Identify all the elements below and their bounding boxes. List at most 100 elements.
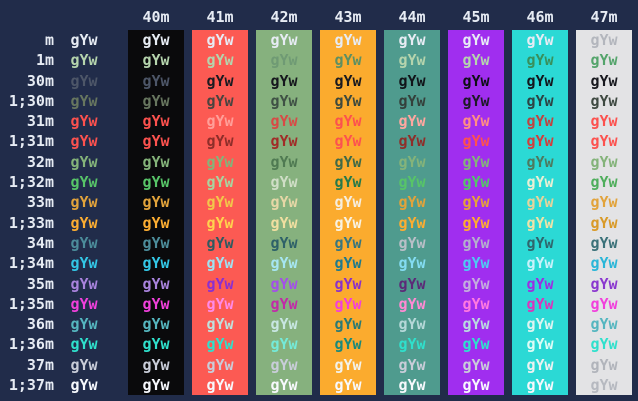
color-cell-1-32m-on-45m: gYw xyxy=(448,172,504,193)
color-cell-32m-on-40m: gYw xyxy=(128,151,184,173)
column-header-40m: 40m xyxy=(142,8,170,26)
color-cell-37m-on-43m: gYw xyxy=(320,354,376,376)
color-cell-1-33m-on-44m: gYw xyxy=(384,212,440,233)
color-cell-1-31m-on-45m: gYw xyxy=(448,131,504,152)
column-header-47m: 47m xyxy=(590,8,618,26)
color-cell-31m-on-47m: gYw xyxy=(576,111,632,132)
row-label-37m: 37m xyxy=(26,355,54,374)
color-cell-36m-on-44m: gYw xyxy=(384,314,440,335)
color-cell-1-31m-on-43m: gYw xyxy=(320,131,376,152)
color-cell-1m-on-40m: gYw xyxy=(128,50,184,71)
color-cell-1-37m-on-42m: gYw xyxy=(256,375,312,396)
color-cell-1-37m-on-default: gYw xyxy=(70,376,98,395)
column-header-41m: 41m xyxy=(206,8,234,26)
color-cell-35m-on-default: gYw xyxy=(70,274,98,293)
color-cell-m-on-42m: gYw xyxy=(256,30,312,51)
color-cell-1m-on-43m: gYw xyxy=(320,50,376,71)
color-cell-32m-on-46m: gYw xyxy=(512,151,568,173)
color-cell-1-30m-on-default: gYw xyxy=(70,91,98,110)
color-cell-35m-on-45m: gYw xyxy=(448,273,504,294)
column-header-46m: 46m xyxy=(526,8,554,26)
color-cell-34m-on-45m: gYw xyxy=(448,232,504,254)
color-cell-30m-on-43m: gYw xyxy=(320,70,376,91)
color-cell-1-34m-on-47m: gYw xyxy=(576,253,632,274)
row-label-1-37m: 1;37m xyxy=(8,376,54,395)
color-cell-37m-on-42m: gYw xyxy=(256,354,312,376)
color-cell-1-36m-on-43m: gYw xyxy=(320,334,376,355)
color-cell-1-33m-on-43m: gYw xyxy=(320,212,376,233)
row-label-33m: 33m xyxy=(26,193,54,212)
color-cell-1-34m-on-43m: gYw xyxy=(320,253,376,274)
color-cell-33m-on-44m: gYw xyxy=(384,192,440,213)
color-cell-1-37m-on-47m: gYw xyxy=(576,375,632,396)
color-cell-1-34m-on-45m: gYw xyxy=(448,253,504,274)
color-cell-m-on-43m: gYw xyxy=(320,30,376,51)
color-cell-34m-on-44m: gYw xyxy=(384,232,440,254)
color-cell-35m-on-47m: gYw xyxy=(576,273,632,294)
color-cell-34m-on-47m: gYw xyxy=(576,232,632,254)
color-cell-1-36m-on-default: gYw xyxy=(70,335,98,354)
color-cell-37m-on-45m: gYw xyxy=(448,354,504,376)
color-cell-37m-on-41m: gYw xyxy=(192,354,248,376)
color-cell-1-30m-on-43m: gYw xyxy=(320,90,376,112)
color-cell-35m-on-44m: gYw xyxy=(384,273,440,294)
color-cell-1-37m-on-44m: gYw xyxy=(384,375,440,396)
color-cell-1m-on-46m: gYw xyxy=(512,50,568,71)
header-row-spacer xyxy=(0,5,56,30)
row-label-1-31m: 1;31m xyxy=(8,132,54,151)
color-cell-30m-on-47m: gYw xyxy=(576,70,632,91)
color-cell-1-31m-on-default: gYw xyxy=(70,132,98,151)
column-header-44m: 44m xyxy=(398,8,426,26)
color-cell-37m-on-47m: gYw xyxy=(576,354,632,376)
color-cell-1-36m-on-45m: gYw xyxy=(448,334,504,355)
color-cell-1-30m-on-46m: gYw xyxy=(512,90,568,112)
color-cell-33m-on-47m: gYw xyxy=(576,192,632,213)
color-cell-1-36m-on-41m: gYw xyxy=(192,334,248,355)
color-cell-32m-on-42m: gYw xyxy=(256,151,312,173)
color-cell-1-37m-on-46m: gYw xyxy=(512,375,568,396)
color-cell-1-37m-on-40m: gYw xyxy=(128,375,184,396)
column-header-45m: 45m xyxy=(462,8,490,26)
color-cell-m-on-40m: gYw xyxy=(128,30,184,51)
color-cell-1m-on-45m: gYw xyxy=(448,50,504,71)
ansi-color-test-table: 40m 41m 42m 43m 44m 45m 46m 47m m gYw gYw gYw gYw gYw… xyxy=(0,5,638,396)
color-cell-30m-on-44m: gYw xyxy=(384,70,440,91)
color-cell-31m-on-default: gYw xyxy=(70,112,98,131)
color-cell-34m-on-46m: gYw xyxy=(512,232,568,254)
color-cell-1-31m-on-44m: gYw xyxy=(384,131,440,152)
color-cell-30m-on-default: gYw xyxy=(70,71,98,90)
color-cell-1-36m-on-46m: gYw xyxy=(512,334,568,355)
color-cell-1-33m-on-41m: gYw xyxy=(192,212,248,233)
color-cell-1-37m-on-45m: gYw xyxy=(448,375,504,396)
color-cell-1-34m-on-42m: gYw xyxy=(256,253,312,274)
color-cell-m-on-default: gYw xyxy=(70,31,98,49)
row-label-1-35m: 1;35m xyxy=(8,294,54,313)
color-cell-1m-on-42m: gYw xyxy=(256,50,312,71)
color-cell-1m-on-47m: gYw xyxy=(576,50,632,71)
color-cell-1-33m-on-40m: gYw xyxy=(128,212,184,233)
color-cell-31m-on-46m: gYw xyxy=(512,111,568,132)
color-cell-32m-on-41m: gYw xyxy=(192,151,248,173)
color-cell-1-30m-on-42m: gYw xyxy=(256,90,312,112)
color-cell-1-37m-on-43m: gYw xyxy=(320,375,376,396)
color-cell-1m-on-44m: gYw xyxy=(384,50,440,71)
color-cell-33m-on-default: gYw xyxy=(70,193,98,212)
color-cell-1-33m-on-47m: gYw xyxy=(576,212,632,233)
color-cell-1-35m-on-42m: gYw xyxy=(256,293,312,315)
color-cell-1-35m-on-default: gYw xyxy=(70,294,98,313)
color-cell-32m-on-43m: gYw xyxy=(320,151,376,173)
color-cell-m-on-45m: gYw xyxy=(448,30,504,51)
color-cell-1-32m-on-46m: gYw xyxy=(512,172,568,193)
color-cell-1-37m-on-41m: gYw xyxy=(192,375,248,396)
color-cell-1-30m-on-44m: gYw xyxy=(384,90,440,112)
row-label-32m: 32m xyxy=(26,152,54,171)
color-cell-32m-on-45m: gYw xyxy=(448,151,504,173)
color-cell-1-31m-on-40m: gYw xyxy=(128,131,184,152)
color-cell-31m-on-45m: gYw xyxy=(448,111,504,132)
color-cell-30m-on-40m: gYw xyxy=(128,70,184,91)
row-label-1-34m: 1;34m xyxy=(8,254,54,273)
color-cell-32m-on-47m: gYw xyxy=(576,151,632,173)
color-cell-34m-on-default: gYw xyxy=(70,233,98,252)
color-cell-32m-on-default: gYw xyxy=(70,152,98,171)
